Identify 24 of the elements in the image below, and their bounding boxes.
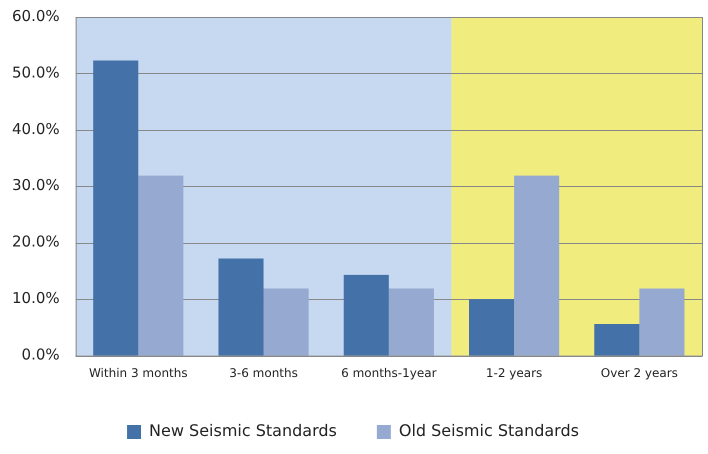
y-tick-label: 60.0% bbox=[12, 6, 60, 25]
bar bbox=[93, 60, 138, 356]
x-tick-label: Over 2 years bbox=[600, 366, 678, 380]
y-tick-label: 10.0% bbox=[12, 289, 60, 308]
bar bbox=[514, 176, 560, 356]
bar bbox=[218, 258, 264, 356]
bar bbox=[344, 274, 389, 356]
bar bbox=[594, 324, 640, 356]
x-tick-label: Within 3 months bbox=[88, 366, 188, 380]
y-tick-label: 20.0% bbox=[12, 232, 60, 251]
y-tick-label: 40.0% bbox=[12, 120, 60, 138]
legend-label: New Seismic Standards bbox=[149, 421, 337, 440]
y-tick-label: 30.0% bbox=[12, 176, 60, 194]
bar bbox=[639, 288, 684, 356]
x-tick-label: 3-6 months bbox=[229, 366, 298, 380]
bar bbox=[388, 288, 434, 356]
x-tick-label: 6 months-1year bbox=[341, 366, 437, 380]
y-tick-label: 50.0% bbox=[12, 63, 60, 82]
legend-label: Old Seismic Standards bbox=[398, 421, 579, 440]
bar bbox=[469, 299, 514, 356]
bar bbox=[264, 288, 309, 356]
y-tick-label: 0.0% bbox=[22, 345, 60, 364]
x-tick-label: 1-2 years bbox=[486, 366, 542, 380]
bar bbox=[138, 176, 184, 356]
